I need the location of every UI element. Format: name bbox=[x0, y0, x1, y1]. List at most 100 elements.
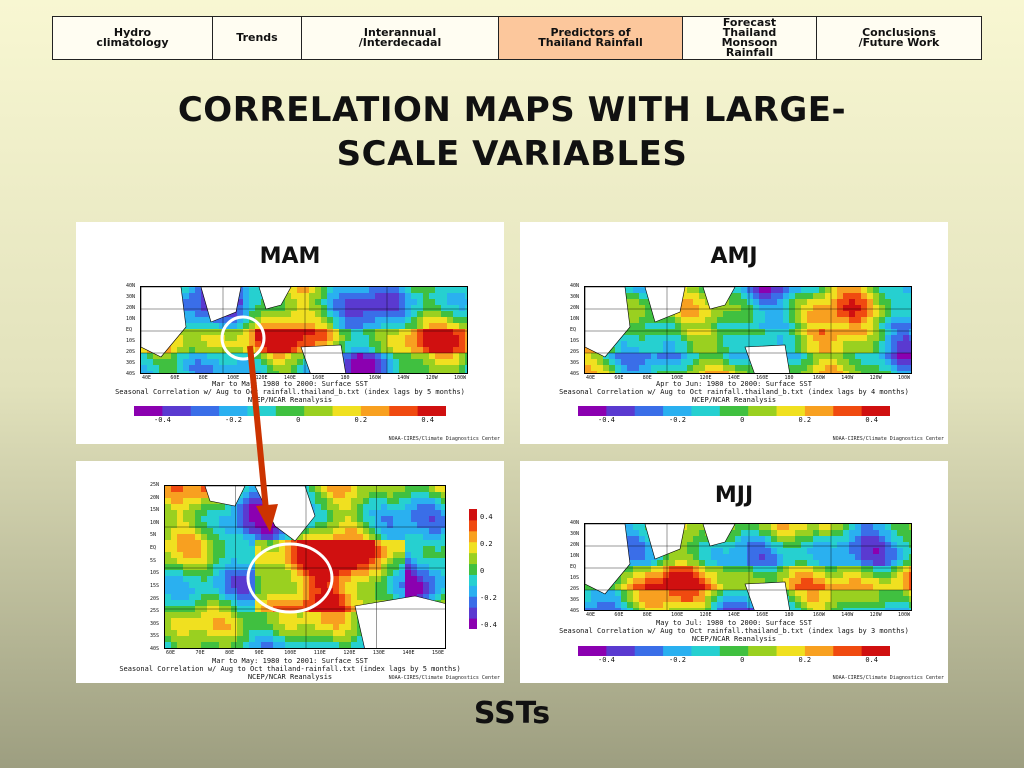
field-cell bbox=[843, 371, 849, 373]
field-cell bbox=[783, 536, 789, 542]
field-cell bbox=[795, 596, 801, 602]
tab-predictors[interactable]: Predictors of Thailand Rainfall bbox=[499, 17, 683, 59]
field-cell bbox=[687, 602, 693, 608]
field-cell bbox=[183, 341, 189, 347]
field-cell bbox=[897, 305, 903, 311]
field-cell bbox=[195, 570, 201, 576]
field-cell bbox=[693, 572, 699, 578]
field-cell bbox=[333, 558, 339, 564]
field-cell bbox=[345, 504, 351, 510]
field-cell bbox=[717, 341, 723, 347]
field-cell bbox=[243, 648, 249, 649]
field-cell bbox=[447, 329, 453, 335]
field-cell bbox=[351, 516, 357, 522]
field-cell bbox=[267, 630, 273, 636]
field-cell bbox=[807, 353, 813, 359]
field-cell bbox=[405, 353, 411, 359]
field-cell bbox=[207, 582, 213, 588]
field-cell bbox=[681, 584, 687, 590]
field-cell bbox=[249, 540, 255, 546]
field-cell bbox=[885, 365, 891, 371]
field-cell bbox=[255, 299, 261, 305]
field-cell bbox=[807, 542, 813, 548]
field-cell bbox=[861, 602, 867, 608]
field-cell bbox=[753, 305, 759, 311]
field-cell bbox=[285, 359, 291, 365]
lon-label: 140E bbox=[727, 375, 740, 381]
field-cell bbox=[195, 576, 201, 582]
tab-forecast[interactable]: Forecast Thailand Monsoon Rainfall bbox=[683, 17, 817, 59]
field-cell bbox=[633, 542, 639, 548]
field-cell bbox=[255, 335, 261, 341]
colorbar-swatch bbox=[606, 646, 636, 656]
field-cell bbox=[183, 564, 189, 570]
field-cell bbox=[213, 594, 219, 600]
tab-interannual[interactable]: Interannual /Interdecadal bbox=[302, 17, 499, 59]
field-cell bbox=[189, 353, 195, 359]
field-cell bbox=[303, 365, 309, 371]
field-cell bbox=[807, 347, 813, 353]
field-cell bbox=[681, 347, 687, 353]
field-cell bbox=[381, 359, 387, 365]
field-cell bbox=[843, 293, 849, 299]
field-cell bbox=[399, 353, 405, 359]
field-cell bbox=[753, 578, 759, 584]
field-cell bbox=[429, 371, 435, 373]
field-cell bbox=[309, 299, 315, 305]
field-cell bbox=[837, 548, 843, 554]
field-cell bbox=[189, 317, 195, 323]
field-cell bbox=[699, 287, 705, 293]
field-cell bbox=[345, 642, 351, 648]
field-cell bbox=[345, 510, 351, 516]
tab-trends[interactable]: Trends bbox=[213, 17, 302, 59]
field-cell bbox=[891, 548, 897, 554]
field-cell bbox=[441, 299, 447, 305]
lat-label: 20N bbox=[570, 305, 580, 311]
field-cell bbox=[735, 578, 741, 584]
field-cell bbox=[651, 323, 657, 329]
tab-conclusions[interactable]: Conclusions /Future Work bbox=[858, 26, 940, 49]
field-cell bbox=[363, 486, 369, 492]
tab-hydroclimatology[interactable]: Hydro climatology bbox=[53, 17, 213, 59]
footer-label: SSTs bbox=[473, 696, 551, 731]
field-cell bbox=[681, 311, 687, 317]
field-cell bbox=[399, 570, 405, 576]
field-cell bbox=[291, 299, 297, 305]
field-cell bbox=[333, 329, 339, 335]
lon-label: 110E bbox=[313, 650, 326, 656]
field-cell bbox=[885, 566, 891, 572]
field-cell bbox=[297, 335, 303, 341]
field-cell bbox=[201, 600, 207, 606]
field-cell bbox=[249, 347, 255, 353]
field-cell bbox=[693, 335, 699, 341]
field-cell bbox=[627, 293, 633, 299]
field-cell bbox=[381, 564, 387, 570]
lon-label: 120W bbox=[869, 612, 882, 618]
field-cell bbox=[351, 293, 357, 299]
field-cell bbox=[345, 329, 351, 335]
field-cell bbox=[819, 524, 825, 530]
field-cell bbox=[873, 287, 879, 293]
field-cell bbox=[291, 648, 297, 649]
field-cell bbox=[687, 572, 693, 578]
field-cell bbox=[795, 590, 801, 596]
field-cell bbox=[807, 311, 813, 317]
field-cell bbox=[381, 594, 387, 600]
field-cell bbox=[315, 642, 321, 648]
field-cell bbox=[201, 359, 207, 365]
field-cell bbox=[165, 570, 171, 576]
colorbar-swatch bbox=[663, 646, 692, 656]
field-cell bbox=[189, 359, 195, 365]
field-cell bbox=[885, 608, 891, 610]
field-cell bbox=[729, 602, 735, 608]
field-cell bbox=[849, 560, 855, 566]
field-cell bbox=[801, 359, 807, 365]
field-cell bbox=[225, 323, 231, 329]
field-cell bbox=[285, 341, 291, 347]
field-cell bbox=[717, 371, 723, 373]
field-cell bbox=[237, 305, 243, 311]
field-cell bbox=[819, 335, 825, 341]
field-cell bbox=[273, 636, 279, 642]
field-cell bbox=[759, 572, 765, 578]
field-cell bbox=[177, 558, 183, 564]
